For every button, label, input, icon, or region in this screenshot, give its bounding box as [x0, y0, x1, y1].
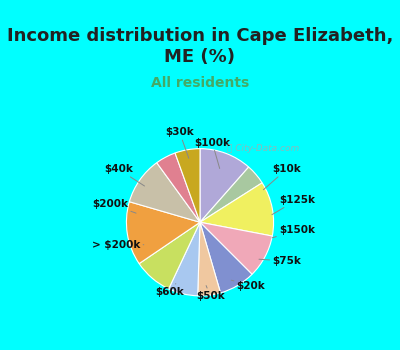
Text: $150k: $150k — [272, 225, 315, 238]
Wedge shape — [200, 222, 252, 293]
Text: > $200k: > $200k — [92, 240, 144, 250]
Text: $40k: $40k — [104, 164, 144, 186]
Text: $60k: $60k — [155, 284, 184, 297]
Wedge shape — [198, 222, 220, 296]
Wedge shape — [200, 222, 272, 274]
Text: $200k: $200k — [92, 199, 136, 213]
Text: $50k: $50k — [196, 286, 224, 301]
Wedge shape — [200, 149, 249, 222]
Wedge shape — [157, 153, 200, 222]
Text: $100k: $100k — [194, 138, 230, 168]
Wedge shape — [175, 149, 200, 222]
Wedge shape — [200, 167, 262, 222]
Wedge shape — [200, 183, 274, 236]
Text: All residents: All residents — [151, 76, 249, 90]
Wedge shape — [169, 222, 200, 296]
Text: Income distribution in Cape Elizabeth,
ME (%): Income distribution in Cape Elizabeth, M… — [7, 27, 393, 66]
Text: ⓘ City-Data.com: ⓘ City-Data.com — [227, 144, 300, 153]
Wedge shape — [126, 202, 200, 264]
Text: $125k: $125k — [272, 195, 315, 215]
Text: $75k: $75k — [259, 256, 301, 266]
Wedge shape — [139, 222, 200, 289]
Text: $10k: $10k — [264, 164, 301, 190]
Wedge shape — [129, 163, 200, 222]
Text: $30k: $30k — [165, 127, 194, 158]
Text: $20k: $20k — [231, 280, 266, 290]
